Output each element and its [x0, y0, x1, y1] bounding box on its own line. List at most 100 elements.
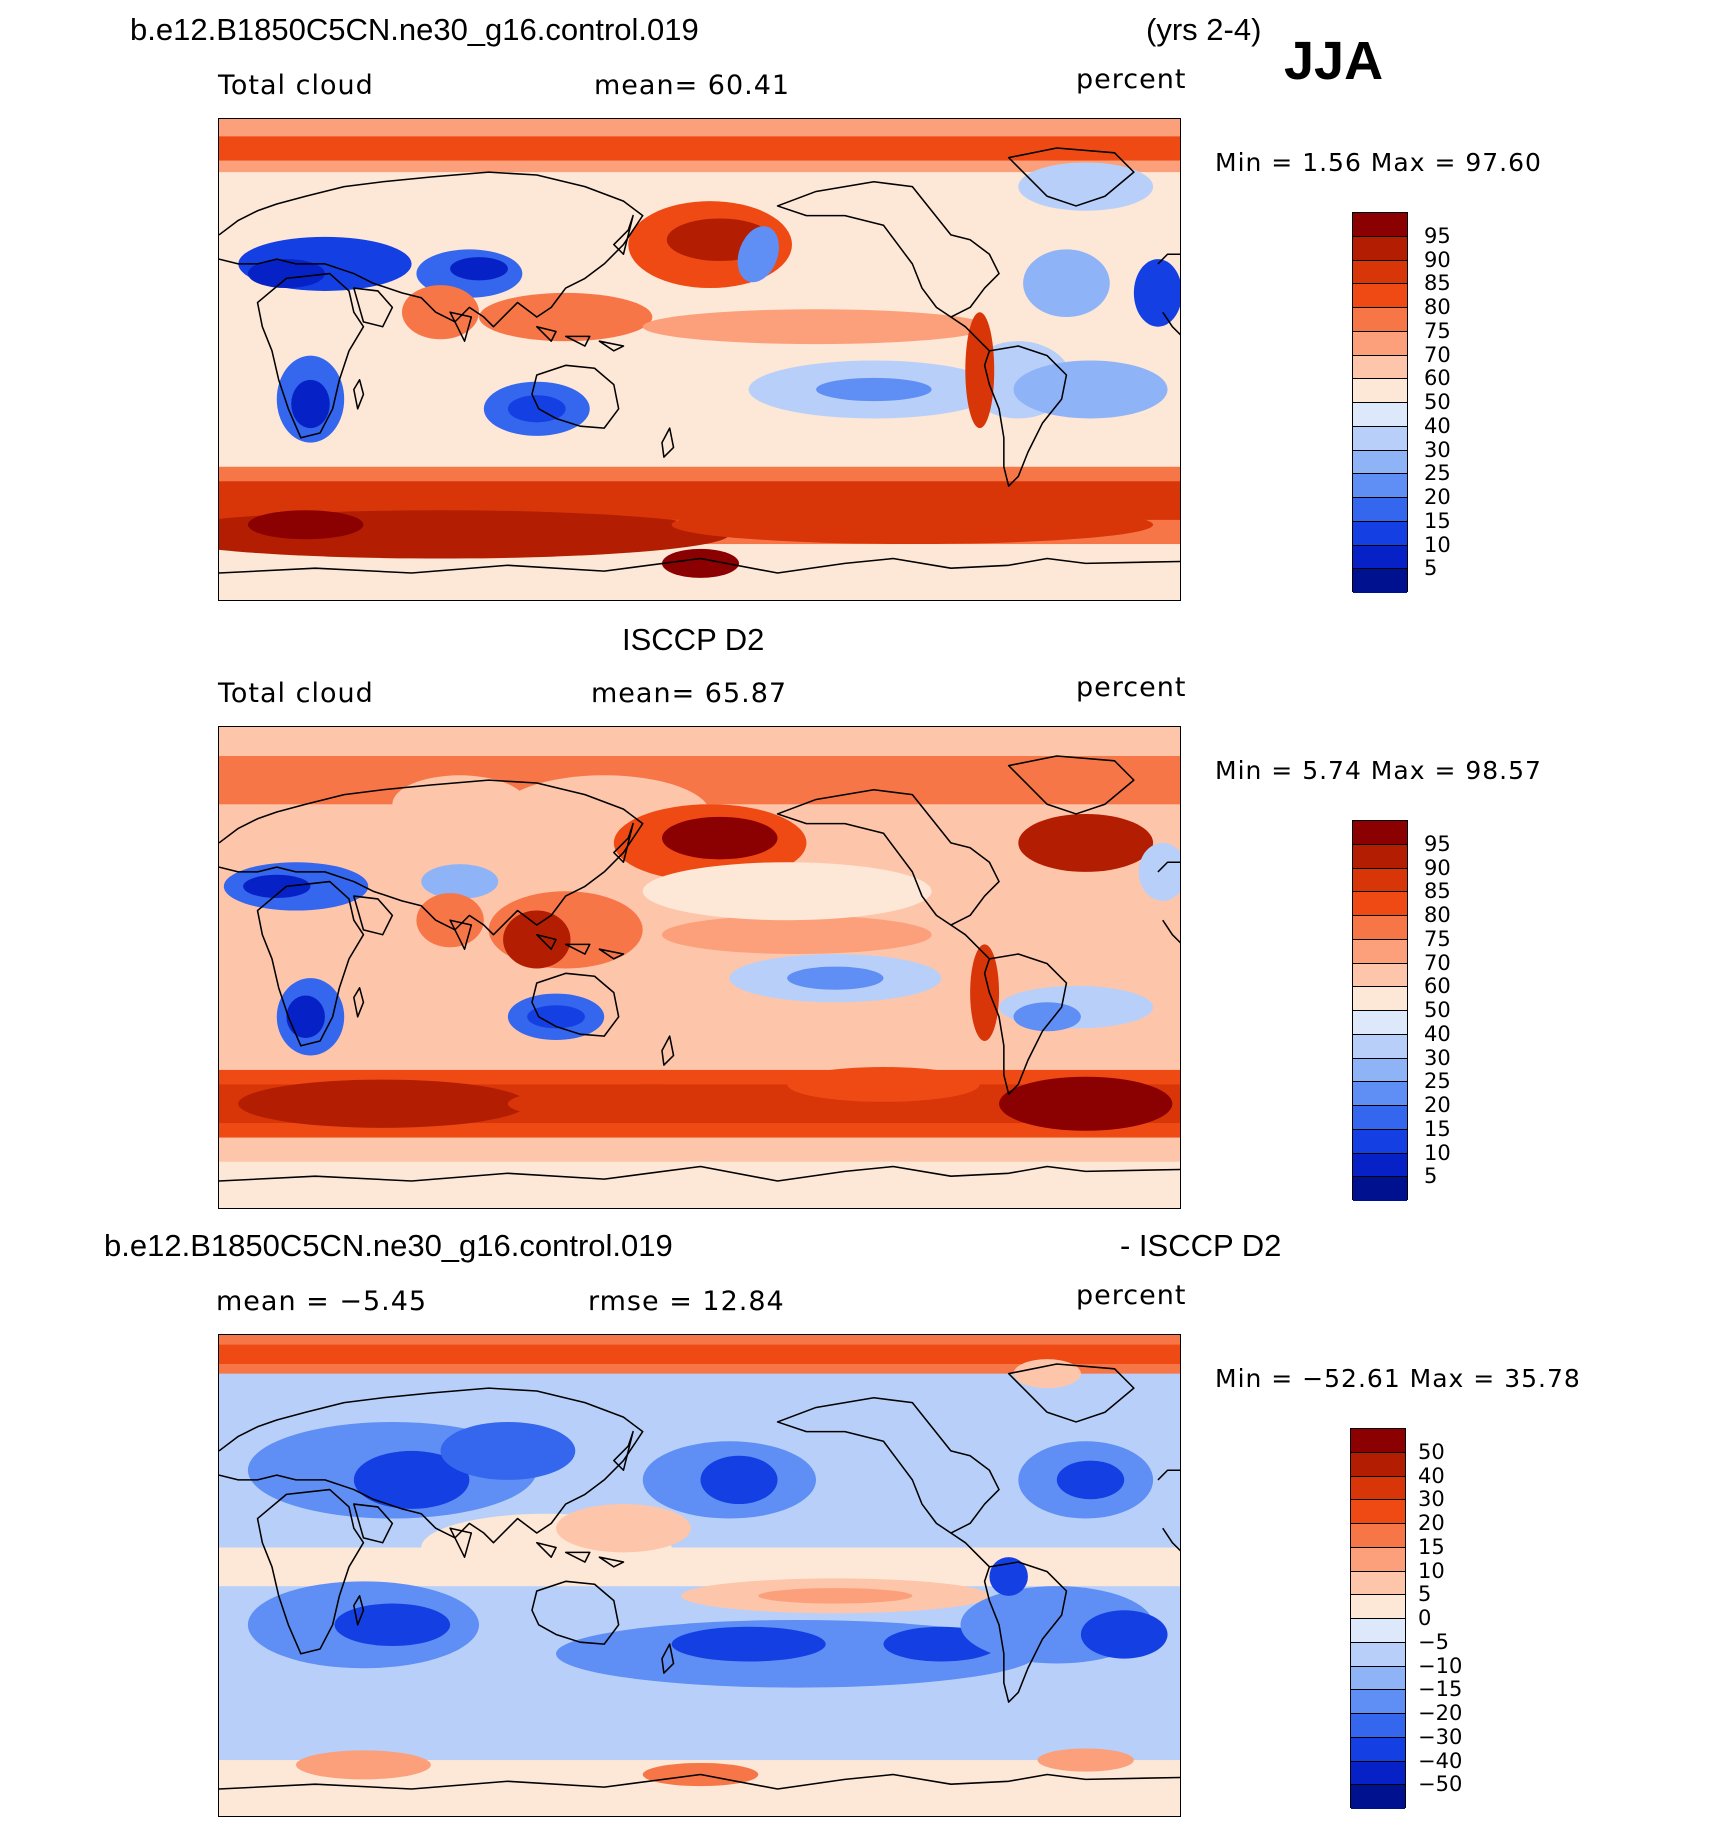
colorbar-tick-label: 90: [1424, 855, 1451, 880]
contour-patch: [421, 864, 499, 899]
colorbar-tick-label: 15: [1424, 508, 1451, 533]
colorbar-swatch: [1353, 1106, 1407, 1130]
panel2-units-label: percent: [1076, 672, 1187, 703]
contour-patch: [353, 1450, 470, 1509]
colorbar-swatch: [1353, 569, 1407, 593]
panel3-map: [218, 1334, 1181, 1817]
colorbar-swatch: [1351, 1642, 1405, 1667]
colorbar-tick-label: 50: [1418, 1439, 1445, 1464]
contour-patch: [507, 1084, 797, 1124]
contour-patch: [816, 377, 932, 402]
coastline: [564, 335, 591, 347]
panel3-contour-fills: [219, 1335, 1180, 1816]
colorbar-swatch: [1353, 379, 1407, 403]
colorbar-tick-label: −15: [1418, 1677, 1463, 1702]
colorbar-tick-label: 5: [1424, 1164, 1438, 1189]
panel1-case-title: b.e12.B1850C5CN.ne30_g16.control.019: [130, 12, 699, 47]
colorbar-swatch: [1353, 474, 1407, 498]
colorbar-tick-label: 25: [1424, 461, 1451, 486]
contour-patch: [787, 966, 884, 990]
colorbar-swatch: [1353, 987, 1407, 1011]
coastline: [531, 1580, 620, 1645]
panel1-minmax: Min = 1.56 Max = 97.60: [1215, 148, 1542, 177]
contour-patch: [440, 1421, 576, 1480]
contour-patch: [296, 1750, 431, 1780]
coastline: [536, 933, 557, 950]
contour-band: [219, 755, 1180, 805]
colorbar-swatch: [1351, 1761, 1405, 1786]
coastline: [1007, 1363, 1135, 1423]
colorbar-swatch: [1353, 308, 1407, 332]
colorbar-tick-label: 70: [1424, 950, 1451, 975]
colorbar-swatch: [1353, 892, 1407, 916]
contour-patch: [700, 1455, 778, 1505]
contour-patch: [787, 1067, 980, 1102]
contour-patch: [970, 944, 1000, 1041]
colorbar-swatch: [1353, 260, 1407, 285]
colorbar-tick-label: 10: [1424, 532, 1451, 557]
colorbar-tick-label: 15: [1424, 1116, 1451, 1141]
colorbar-tick-label: −50: [1418, 1772, 1463, 1797]
colorbar-swatch: [1353, 426, 1407, 451]
colorbar-tick-label: 10: [1418, 1558, 1445, 1583]
colorbar-swatch: [1353, 939, 1407, 964]
panel1-contour-fills: [219, 119, 1180, 600]
colorbar-tick-label: 30: [1424, 1045, 1451, 1070]
colorbar-swatch: [1351, 1666, 1405, 1691]
coastline: [219, 779, 644, 936]
colorbar-tick-label: 0: [1418, 1606, 1432, 1630]
coastline: [219, 1387, 644, 1544]
contour-band: [219, 1547, 1180, 1587]
panel1-colorbar: [1352, 212, 1408, 593]
panel2-map-svg: [219, 727, 1180, 1208]
contour-patch: [556, 1504, 691, 1553]
coastline: [598, 340, 625, 352]
colorbar-tick-label: 75: [1424, 926, 1451, 951]
colorbar-tick-label: 5: [1418, 1582, 1432, 1607]
contour-patch: [286, 995, 325, 1039]
coastline: [353, 1595, 365, 1626]
colorbar-swatch: [1353, 545, 1407, 570]
contour-patch: [661, 548, 740, 578]
coastline: [256, 1488, 365, 1655]
coastline: [1157, 861, 1180, 873]
coastline: [776, 789, 1000, 926]
colorbar-swatch: [1351, 1500, 1405, 1524]
colorbar-swatch: [1353, 821, 1407, 845]
coastline: [661, 1035, 675, 1066]
colorbar-swatch: [1351, 1595, 1405, 1619]
colorbar-swatch: [1353, 1011, 1407, 1035]
coastline: [950, 1532, 990, 1568]
colorbar-tick-label: −20: [1418, 1701, 1463, 1725]
panel2-obs-title: ISCCP D2: [622, 622, 765, 657]
panel2-minmax: Min = 5.74 Max = 98.57: [1215, 756, 1542, 785]
coastline: [353, 1503, 394, 1544]
coastline: [536, 1541, 557, 1558]
colorbar-swatch: [1353, 498, 1407, 522]
contour-patch: [671, 1626, 826, 1662]
contour-patch: [1018, 813, 1154, 872]
colorbar-swatch: [1353, 213, 1407, 237]
colorbar-swatch: [1353, 916, 1407, 940]
colorbar-tick-label: 10: [1424, 1140, 1451, 1165]
contour-patch: [527, 1005, 585, 1029]
coastline: [1162, 919, 1180, 944]
colorbar-tick-label: 15: [1418, 1534, 1445, 1559]
coastline: [256, 880, 365, 1047]
contour-patch: [965, 312, 995, 429]
panel1-map-svg: [219, 119, 1180, 600]
coastline: [1007, 755, 1135, 815]
colorbar-swatch: [1353, 1153, 1407, 1178]
panel3-coastlines: [219, 1363, 1180, 1790]
coastline: [983, 953, 1068, 1095]
colorbar-tick-label: −40: [1418, 1748, 1463, 1773]
panel1-map: [218, 118, 1181, 601]
contour-patch: [243, 874, 311, 898]
season-label: JJA: [1284, 31, 1384, 91]
colorbar-tick-label: 95: [1424, 831, 1451, 856]
contour-patch: [661, 816, 778, 860]
contour-patch: [238, 1079, 528, 1128]
panel3-colorbar: [1350, 1428, 1406, 1809]
colorbar-swatch: [1351, 1619, 1405, 1643]
colorbar-tick-label: 20: [1424, 1093, 1451, 1117]
